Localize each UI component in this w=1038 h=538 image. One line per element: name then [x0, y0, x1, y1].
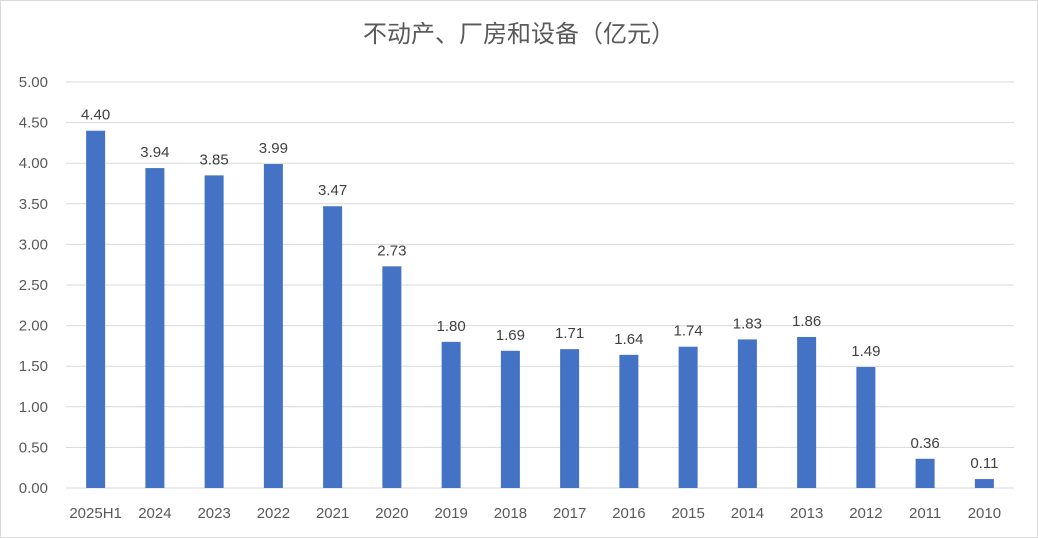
gridlines [66, 81, 1014, 489]
bar [560, 349, 580, 488]
data-label: 1.80 [437, 318, 466, 335]
x-tick-label: 2024 [138, 505, 171, 522]
bar [382, 266, 402, 488]
data-label: 3.99 [259, 140, 288, 157]
x-tick-label: 2014 [731, 505, 764, 522]
data-labels: 4.40 3.94 3.85 3.99 3.47 2.73 1.80 1.69 1.71 1.64… [81, 107, 998, 472]
bar [441, 341, 461, 488]
bar [737, 339, 757, 488]
data-label: 1.69 [496, 327, 525, 344]
x-tick-label: 2011 [909, 505, 941, 522]
x-tick-label: 2012 [849, 505, 882, 522]
data-label: 1.71 [555, 325, 584, 342]
bar [678, 346, 698, 488]
y-tick-label: 0.50 [19, 439, 48, 456]
x-tick-label: 2017 [553, 505, 586, 522]
x-axis-ticks: 2025H1 2024 2023 2022 2021 2020 2019 2018 2017 20… [69, 505, 1001, 522]
x-tick-label: 2016 [612, 505, 645, 522]
y-tick-label: 4.50 [19, 115, 48, 132]
data-label: 3.47 [318, 182, 347, 199]
data-label: 1.74 [674, 323, 703, 340]
data-label: 0.11 [970, 455, 998, 472]
x-tick-label: 2010 [968, 505, 1001, 522]
bar [323, 206, 343, 488]
data-label: 0.36 [911, 435, 940, 452]
y-tick-label: 0.00 [19, 480, 48, 497]
x-tick-label: 2015 [671, 505, 704, 522]
bar [797, 336, 817, 488]
bar [145, 168, 165, 488]
y-tick-label: 4.00 [19, 155, 48, 172]
chart-title: 不动产、厂房和设备（亿元） [363, 20, 675, 48]
data-label: 1.64 [614, 331, 643, 348]
bar [204, 175, 224, 488]
data-label: 4.40 [81, 107, 110, 124]
y-tick-label: 1.50 [19, 358, 48, 375]
data-label: 2.73 [377, 242, 406, 259]
y-tick-label: 2.50 [19, 277, 48, 294]
data-label: 1.83 [733, 315, 762, 332]
bar [500, 350, 520, 488]
y-tick-label: 3.00 [19, 236, 48, 253]
bars [86, 130, 994, 488]
x-tick-label: 2018 [494, 505, 527, 522]
x-tick-label: 2020 [375, 505, 408, 522]
data-label: 1.49 [851, 343, 880, 360]
data-label: 3.94 [140, 144, 169, 161]
bar [856, 367, 876, 488]
data-label: 1.86 [792, 313, 821, 330]
data-label: 3.85 [200, 151, 229, 168]
x-tick-label: 2021 [316, 505, 349, 522]
x-tick-label: 2023 [197, 505, 230, 522]
y-tick-label: 3.50 [19, 196, 48, 213]
x-tick-label: 2013 [790, 505, 823, 522]
bar [915, 458, 935, 488]
bar [619, 354, 639, 488]
y-tick-label: 1.00 [19, 399, 48, 416]
x-tick-label: 2025H1 [69, 505, 122, 522]
y-tick-label: 5.00 [19, 74, 48, 91]
x-tick-label: 2022 [257, 505, 290, 522]
bar [263, 164, 283, 488]
y-axis-ticks: 0.00 0.50 1.00 1.50 2.00 2.50 3.00 3.50 4.00 4.50… [19, 74, 48, 497]
y-tick-label: 2.00 [19, 318, 48, 335]
x-tick-label: 2019 [434, 505, 467, 522]
bar [974, 479, 994, 488]
bar [86, 130, 106, 488]
